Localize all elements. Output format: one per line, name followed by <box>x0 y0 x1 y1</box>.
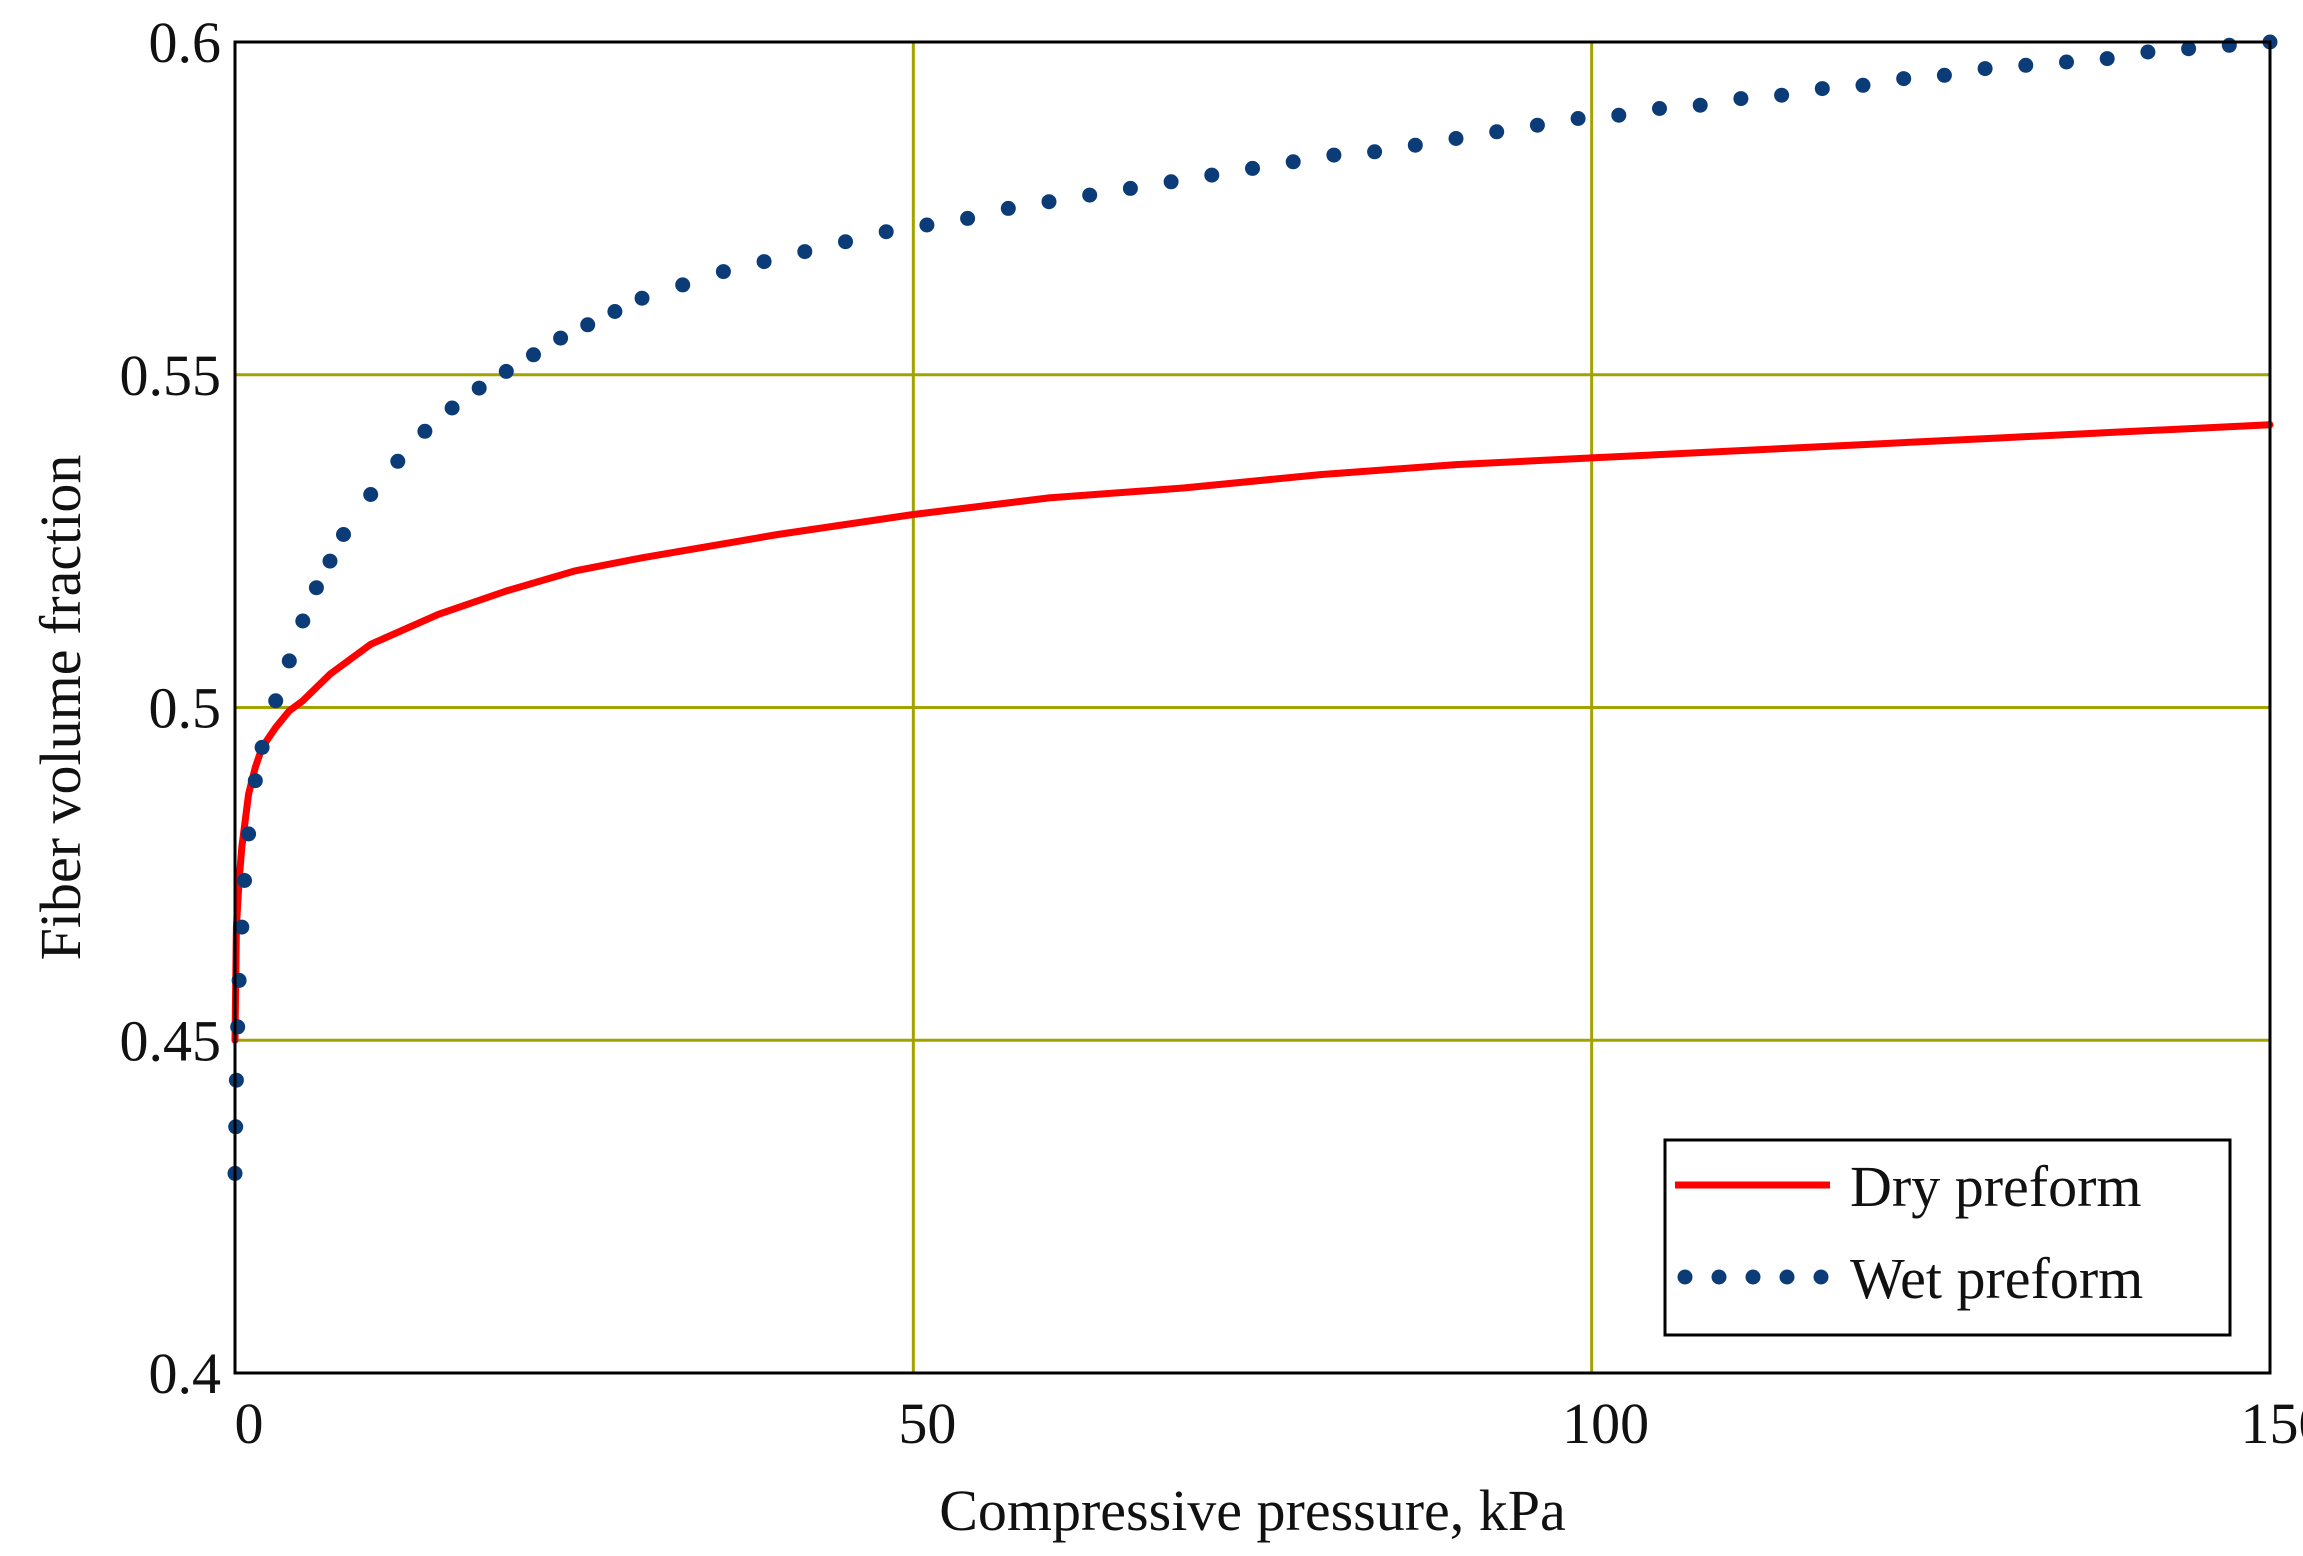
wet-preform-point <box>675 277 690 292</box>
wet-preform-point <box>2018 58 2033 73</box>
y-tick-label-0: 0.4 <box>149 1341 222 1406</box>
x-tick-label-3: 150 <box>2241 1391 2303 1456</box>
wet-preform-point <box>472 381 487 396</box>
wet-preform-point <box>1856 78 1871 93</box>
wet-preform-point <box>1082 188 1097 203</box>
wet-preform-point <box>390 454 405 469</box>
legend: Dry preform Wet preform <box>1665 1140 2230 1335</box>
wet-preform-point <box>716 264 731 279</box>
wet-preform-point <box>1896 71 1911 86</box>
legend-wet-dot <box>1746 1270 1761 1285</box>
wet-preform-point <box>268 693 283 708</box>
wet-preform-point <box>2100 51 2115 66</box>
wet-preform-point <box>1489 124 1504 139</box>
wet-preform-point <box>960 211 975 226</box>
y-tick-label-3: 0.55 <box>120 343 222 408</box>
wet-preform-point <box>1001 201 1016 216</box>
wet-preform-point <box>1326 148 1341 163</box>
x-tick-label-2: 100 <box>1562 1391 1649 1456</box>
wet-preform-point <box>607 304 622 319</box>
y-axis-title: Fiber volume fraction <box>28 455 93 961</box>
y-tick-label-2: 0.5 <box>149 676 222 741</box>
wet-preform-point <box>797 244 812 259</box>
wet-preform-point <box>230 1019 245 1034</box>
wet-preform-point <box>553 331 568 346</box>
wet-preform-point <box>2140 45 2155 60</box>
wet-preform-point <box>1408 138 1423 153</box>
legend-dry-label: Dry preform <box>1850 1154 2142 1219</box>
wet-preform-point <box>1815 81 1830 96</box>
wet-preform-point <box>295 614 310 629</box>
wet-preform-point <box>363 487 378 502</box>
wet-preform-point <box>336 527 351 542</box>
wet-preform-point <box>1530 118 1545 133</box>
wet-preform-point <box>248 773 263 788</box>
x-tick-label-0: 0 <box>235 1391 264 1456</box>
wet-preform-point <box>1286 154 1301 169</box>
legend-wet-dot <box>1814 1270 1829 1285</box>
y-tick-label-4: 0.6 <box>149 10 222 75</box>
wet-preform-point <box>234 920 249 935</box>
legend-wet-label: Wet preform <box>1850 1246 2143 1311</box>
wet-preform-point <box>1652 101 1667 116</box>
wet-preform-point <box>1204 168 1219 183</box>
wet-preform-point <box>1693 98 1708 113</box>
wet-preform-point <box>2222 38 2237 53</box>
wet-preform-point <box>323 554 338 569</box>
wet-preform-point <box>1367 144 1382 159</box>
wet-preform-point <box>1571 111 1586 126</box>
wet-preform-point <box>1123 181 1138 196</box>
wet-preform-point <box>919 218 934 233</box>
wet-preform-point <box>1978 61 1993 76</box>
wet-preform-point <box>2059 55 2074 70</box>
wet-preform-point <box>282 653 297 668</box>
legend-wet-dot <box>1712 1270 1727 1285</box>
wet-preform-point <box>1733 91 1748 106</box>
wet-preform-point <box>635 291 650 306</box>
wet-preform-point <box>241 826 256 841</box>
wet-preform-point <box>255 740 270 755</box>
wet-preform-point <box>526 347 541 362</box>
wet-preform-point <box>1774 88 1789 103</box>
wet-preform-point <box>1937 68 1952 83</box>
y-tick-label-1: 0.45 <box>120 1008 222 1073</box>
wet-preform-point <box>1245 161 1260 176</box>
wet-preform-point <box>1611 108 1626 123</box>
legend-wet-dot <box>1678 1270 1693 1285</box>
legend-wet-dot <box>1780 1270 1795 1285</box>
wet-preform-point <box>499 364 514 379</box>
wet-preform-point <box>757 254 772 269</box>
wet-preform-point <box>237 873 252 888</box>
wet-preform-point <box>417 424 432 439</box>
x-axis-title: Compressive pressure, kPa <box>939 1478 1566 1543</box>
wet-preform-point <box>309 580 324 595</box>
wet-preform-point <box>1449 131 1464 146</box>
x-tick-label-1: 50 <box>898 1391 956 1456</box>
wet-preform-point <box>838 234 853 249</box>
wet-preform-point <box>1042 194 1057 209</box>
wet-preform-point <box>580 317 595 332</box>
wet-preform-point <box>1164 174 1179 189</box>
wet-preform-point <box>445 401 460 416</box>
wet-preform-point <box>879 224 894 239</box>
